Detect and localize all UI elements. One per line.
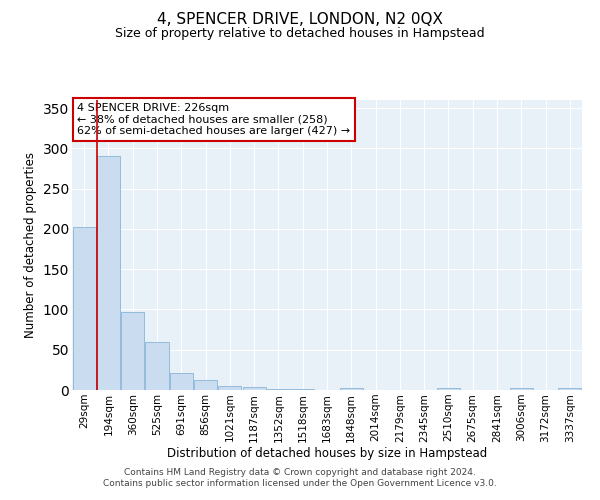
Bar xyxy=(194,380,217,390)
Bar xyxy=(73,228,95,390)
Bar xyxy=(218,386,241,390)
X-axis label: Distribution of detached houses by size in Hampstead: Distribution of detached houses by size … xyxy=(167,447,487,460)
Bar xyxy=(121,312,144,390)
Bar xyxy=(97,156,120,390)
Y-axis label: Number of detached properties: Number of detached properties xyxy=(24,152,37,338)
Bar xyxy=(510,388,533,390)
Text: Size of property relative to detached houses in Hampstead: Size of property relative to detached ho… xyxy=(115,28,485,40)
Bar xyxy=(559,388,581,390)
Bar xyxy=(267,389,290,390)
Bar xyxy=(145,342,169,390)
Bar xyxy=(291,389,314,390)
Bar xyxy=(340,388,363,390)
Bar xyxy=(242,387,266,390)
Bar xyxy=(437,388,460,390)
Text: 4, SPENCER DRIVE, LONDON, N2 0QX: 4, SPENCER DRIVE, LONDON, N2 0QX xyxy=(157,12,443,28)
Text: Contains HM Land Registry data © Crown copyright and database right 2024.
Contai: Contains HM Land Registry data © Crown c… xyxy=(103,468,497,487)
Text: 4 SPENCER DRIVE: 226sqm
← 38% of detached houses are smaller (258)
62% of semi-d: 4 SPENCER DRIVE: 226sqm ← 38% of detache… xyxy=(77,103,350,136)
Bar xyxy=(170,373,193,390)
